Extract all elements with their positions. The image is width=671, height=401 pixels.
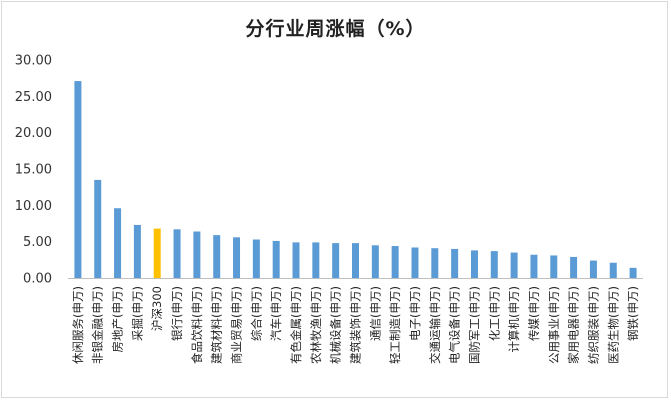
x-category-label: 钢铁(申万) — [626, 286, 640, 341]
bar — [510, 252, 518, 278]
bar — [292, 242, 300, 278]
bar — [114, 208, 122, 278]
bar — [312, 242, 320, 278]
y-tick-label: 30.00 — [15, 54, 52, 69]
x-category-label: 电气设备(申万) — [448, 286, 462, 364]
bar — [352, 243, 359, 278]
x-category-label: 建筑装饰(申万) — [349, 286, 363, 364]
bar — [530, 254, 538, 278]
x-category-label: 家用电器(申万) — [567, 286, 581, 364]
y-tick-label: 25.00 — [15, 90, 52, 105]
x-category-label: 轻工制造(申万) — [388, 286, 402, 364]
y-tick-label: 15.00 — [15, 163, 52, 178]
x-category-label: 交通运输(申万) — [428, 286, 442, 364]
bar — [490, 251, 498, 278]
bar — [153, 228, 161, 278]
bar — [391, 246, 399, 278]
x-category-label: 汽车(申万) — [269, 286, 283, 341]
bar — [193, 231, 201, 278]
x-category-label: 建筑材料(申万) — [210, 286, 224, 364]
x-category-label: 国防军工(申万) — [467, 286, 481, 364]
x-category-label: 通信(申万) — [368, 286, 382, 341]
bar — [431, 248, 439, 278]
x-category-label: 商业贸易(申万) — [230, 286, 244, 364]
x-category-label: 有色金属(申万) — [289, 286, 303, 364]
y-tick-label: 5.00 — [23, 235, 52, 250]
bar — [629, 267, 637, 278]
x-category-label: 公用事业(申万) — [547, 286, 561, 364]
x-category-label: 综合(申万) — [249, 286, 263, 341]
bar — [332, 243, 340, 278]
bar — [233, 237, 241, 278]
x-category-label: 采掘(申万) — [130, 286, 144, 341]
x-category-label: 电子(申万) — [408, 286, 422, 341]
y-tick-label: 20.00 — [15, 126, 52, 141]
chart-title: 分行业周涨幅（%） — [245, 18, 426, 40]
x-category-label: 医药生物(申万) — [606, 286, 620, 364]
x-category-label: 休闲服务(申万) — [71, 286, 85, 364]
bar — [609, 262, 617, 278]
x-category-label: 计算机(申万) — [507, 286, 521, 352]
bar — [272, 240, 280, 278]
bar — [371, 245, 379, 278]
bar — [173, 229, 181, 278]
x-category-label: 沪深300 — [150, 286, 164, 331]
x-category-label: 传媒(申万) — [527, 286, 541, 341]
bar — [213, 235, 221, 278]
y-tick-label: 0.00 — [23, 272, 52, 287]
bar — [94, 179, 102, 278]
bar — [570, 256, 578, 278]
bar — [470, 250, 478, 278]
x-category-label: 房地产(申万) — [111, 286, 125, 352]
bar — [550, 255, 558, 278]
bar — [411, 247, 419, 278]
x-category-label: 纺织服装(申万) — [586, 286, 600, 364]
x-category-label: 农林牧渔(申万) — [309, 286, 323, 364]
bar — [133, 224, 141, 278]
y-tick-label: 10.00 — [15, 199, 52, 214]
bar — [252, 239, 260, 278]
x-category-label: 机械设备(申万) — [329, 286, 343, 364]
bar — [74, 81, 82, 278]
bar — [451, 248, 459, 278]
bar — [589, 260, 597, 278]
x-category-label: 非银金融(申万) — [91, 286, 105, 364]
x-category-label: 银行(申万) — [170, 286, 184, 341]
x-category-label: 化工(申万) — [487, 286, 501, 341]
x-category-label: 食品饮料(申万) — [190, 286, 204, 364]
